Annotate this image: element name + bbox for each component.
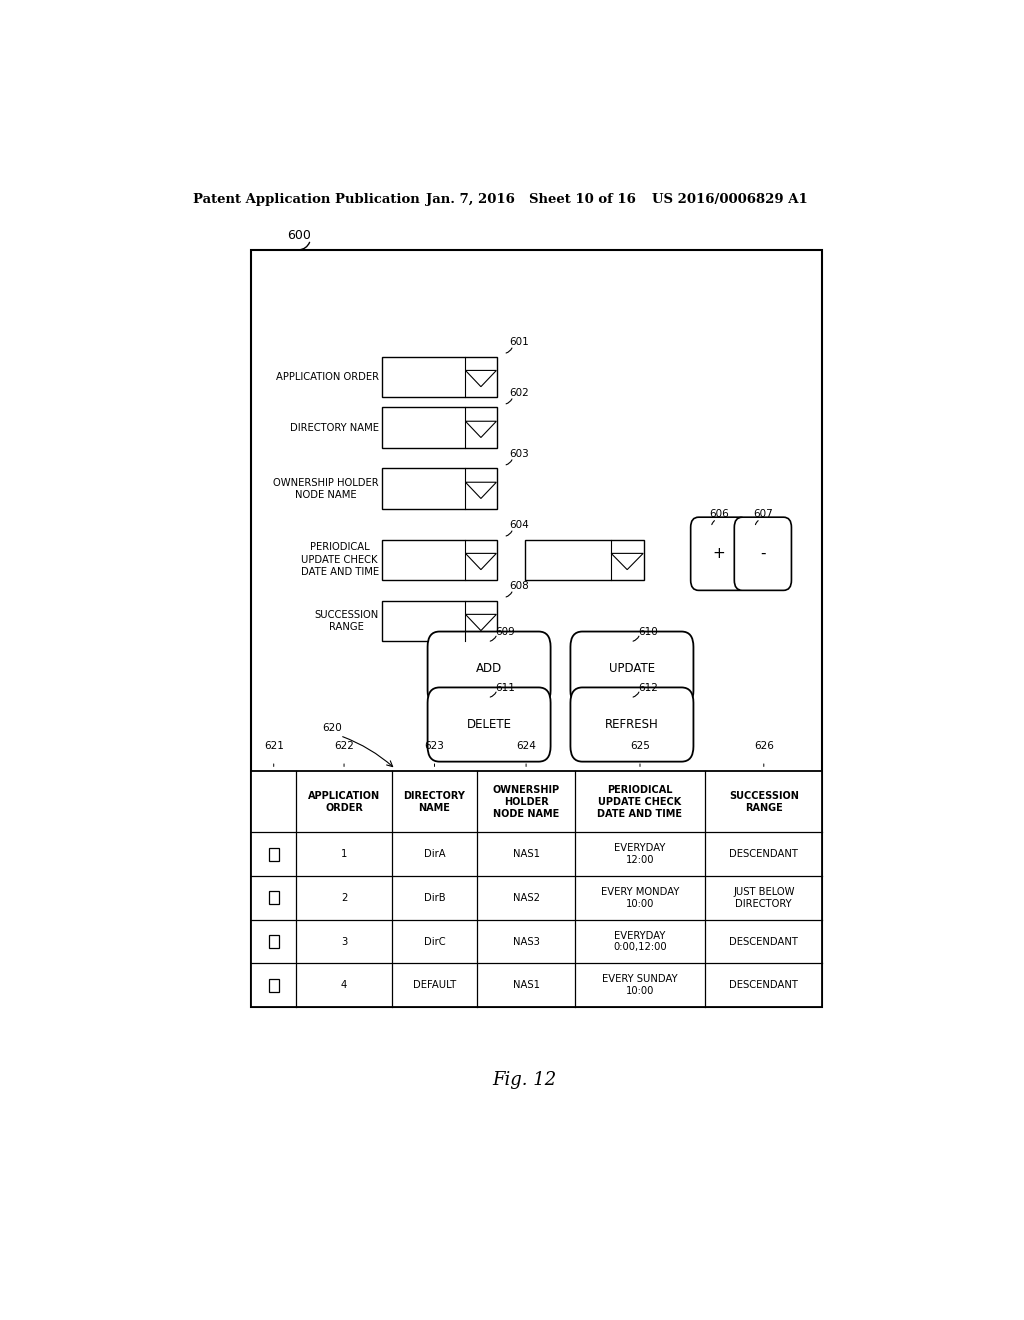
Bar [268, 891, 279, 904]
Text: EVERYDAY
12:00: EVERYDAY 12:00 [614, 843, 666, 865]
Text: EVERY SUNDAY
10:00: EVERY SUNDAY 10:00 [602, 974, 678, 997]
Text: OWNERSHIP HOLDER
NODE NAME: OWNERSHIP HOLDER NODE NAME [273, 478, 379, 500]
Text: 603: 603 [510, 449, 529, 459]
Text: Sheet 10 of 16: Sheet 10 of 16 [528, 193, 636, 206]
Text: JUST BELOW
DIRECTORY: JUST BELOW DIRECTORY [733, 887, 795, 908]
Text: DIRECTORY NAME: DIRECTORY NAME [290, 422, 379, 433]
Bar [524, 540, 644, 581]
FancyBboxPatch shape [428, 631, 551, 706]
Bar [251, 249, 822, 1007]
Text: 604: 604 [510, 520, 529, 531]
Text: -: - [760, 546, 766, 561]
Bar [382, 408, 497, 447]
Bar [382, 469, 497, 510]
Polygon shape [466, 482, 497, 499]
Text: DEFAULT: DEFAULT [413, 981, 456, 990]
Polygon shape [466, 371, 497, 387]
Text: DirB: DirB [424, 892, 445, 903]
Text: 626: 626 [754, 741, 774, 751]
Text: DELETE: DELETE [467, 718, 512, 731]
Text: 610: 610 [638, 627, 658, 636]
Text: EVERYDAY
0:00,12:00: EVERYDAY 0:00,12:00 [613, 931, 667, 952]
Text: APPLICATION
ORDER: APPLICATION ORDER [308, 791, 380, 813]
Bar [382, 356, 497, 397]
Text: EVERY MONDAY
10:00: EVERY MONDAY 10:00 [601, 887, 679, 908]
Text: 622: 622 [334, 741, 354, 751]
Text: DESCENDANT: DESCENDANT [729, 849, 799, 859]
Text: 606: 606 [710, 510, 729, 519]
FancyBboxPatch shape [570, 688, 693, 762]
Text: PERIODICAL
UPDATE CHECK
DATE AND TIME: PERIODICAL UPDATE CHECK DATE AND TIME [301, 543, 379, 577]
Text: 625: 625 [630, 741, 650, 751]
Text: 1: 1 [341, 849, 347, 859]
Bar [251, 771, 822, 1007]
Text: Jan. 7, 2016: Jan. 7, 2016 [426, 193, 514, 206]
Polygon shape [466, 421, 497, 437]
Text: 2: 2 [341, 892, 347, 903]
Text: NAS1: NAS1 [513, 981, 540, 990]
Text: NAS3: NAS3 [513, 936, 540, 946]
Bar [268, 935, 279, 948]
FancyBboxPatch shape [734, 517, 792, 590]
Text: DirA: DirA [424, 849, 445, 859]
Text: UPDATE: UPDATE [609, 663, 655, 675]
Text: 609: 609 [496, 627, 515, 636]
Text: 4: 4 [341, 981, 347, 990]
Text: 620: 620 [323, 722, 342, 733]
Polygon shape [466, 614, 497, 631]
Polygon shape [611, 553, 643, 570]
Text: 624: 624 [516, 741, 536, 751]
Text: Patent Application Publication: Patent Application Publication [194, 193, 420, 206]
Text: SUCCESSION
RANGE: SUCCESSION RANGE [729, 791, 799, 813]
Text: NAS1: NAS1 [513, 849, 540, 859]
Text: SUCCESSION
RANGE: SUCCESSION RANGE [314, 610, 379, 632]
Text: +: + [713, 546, 726, 561]
Text: 612: 612 [638, 682, 658, 693]
Text: DIRECTORY
NAME: DIRECTORY NAME [403, 791, 466, 813]
Text: 611: 611 [496, 682, 515, 693]
Text: REFRESH: REFRESH [605, 718, 658, 731]
Bar [268, 978, 279, 991]
FancyBboxPatch shape [428, 688, 551, 762]
FancyBboxPatch shape [570, 631, 693, 706]
Text: Fig. 12: Fig. 12 [493, 1072, 557, 1089]
Text: NAS2: NAS2 [513, 892, 540, 903]
Text: 621: 621 [264, 741, 284, 751]
Text: 623: 623 [425, 741, 444, 751]
Text: 608: 608 [510, 581, 529, 591]
Text: DirC: DirC [424, 936, 445, 946]
Text: 601: 601 [510, 338, 529, 347]
Polygon shape [466, 553, 497, 570]
Text: 607: 607 [753, 510, 773, 519]
Bar [268, 847, 279, 861]
Text: US 2016/0006829 A1: US 2016/0006829 A1 [652, 193, 808, 206]
Bar [382, 601, 497, 642]
Text: DESCENDANT: DESCENDANT [729, 981, 799, 990]
Text: ADD: ADD [476, 663, 502, 675]
Text: APPLICATION ORDER: APPLICATION ORDER [275, 372, 379, 381]
Bar [382, 540, 497, 581]
FancyBboxPatch shape [690, 517, 748, 590]
Text: DESCENDANT: DESCENDANT [729, 936, 799, 946]
Text: OWNERSHIP
HOLDER
NODE NAME: OWNERSHIP HOLDER NODE NAME [493, 785, 560, 818]
Text: 600: 600 [287, 228, 310, 242]
Text: 3: 3 [341, 936, 347, 946]
Text: 602: 602 [510, 388, 529, 399]
Text: PERIODICAL
UPDATE CHECK
DATE AND TIME: PERIODICAL UPDATE CHECK DATE AND TIME [597, 785, 682, 818]
